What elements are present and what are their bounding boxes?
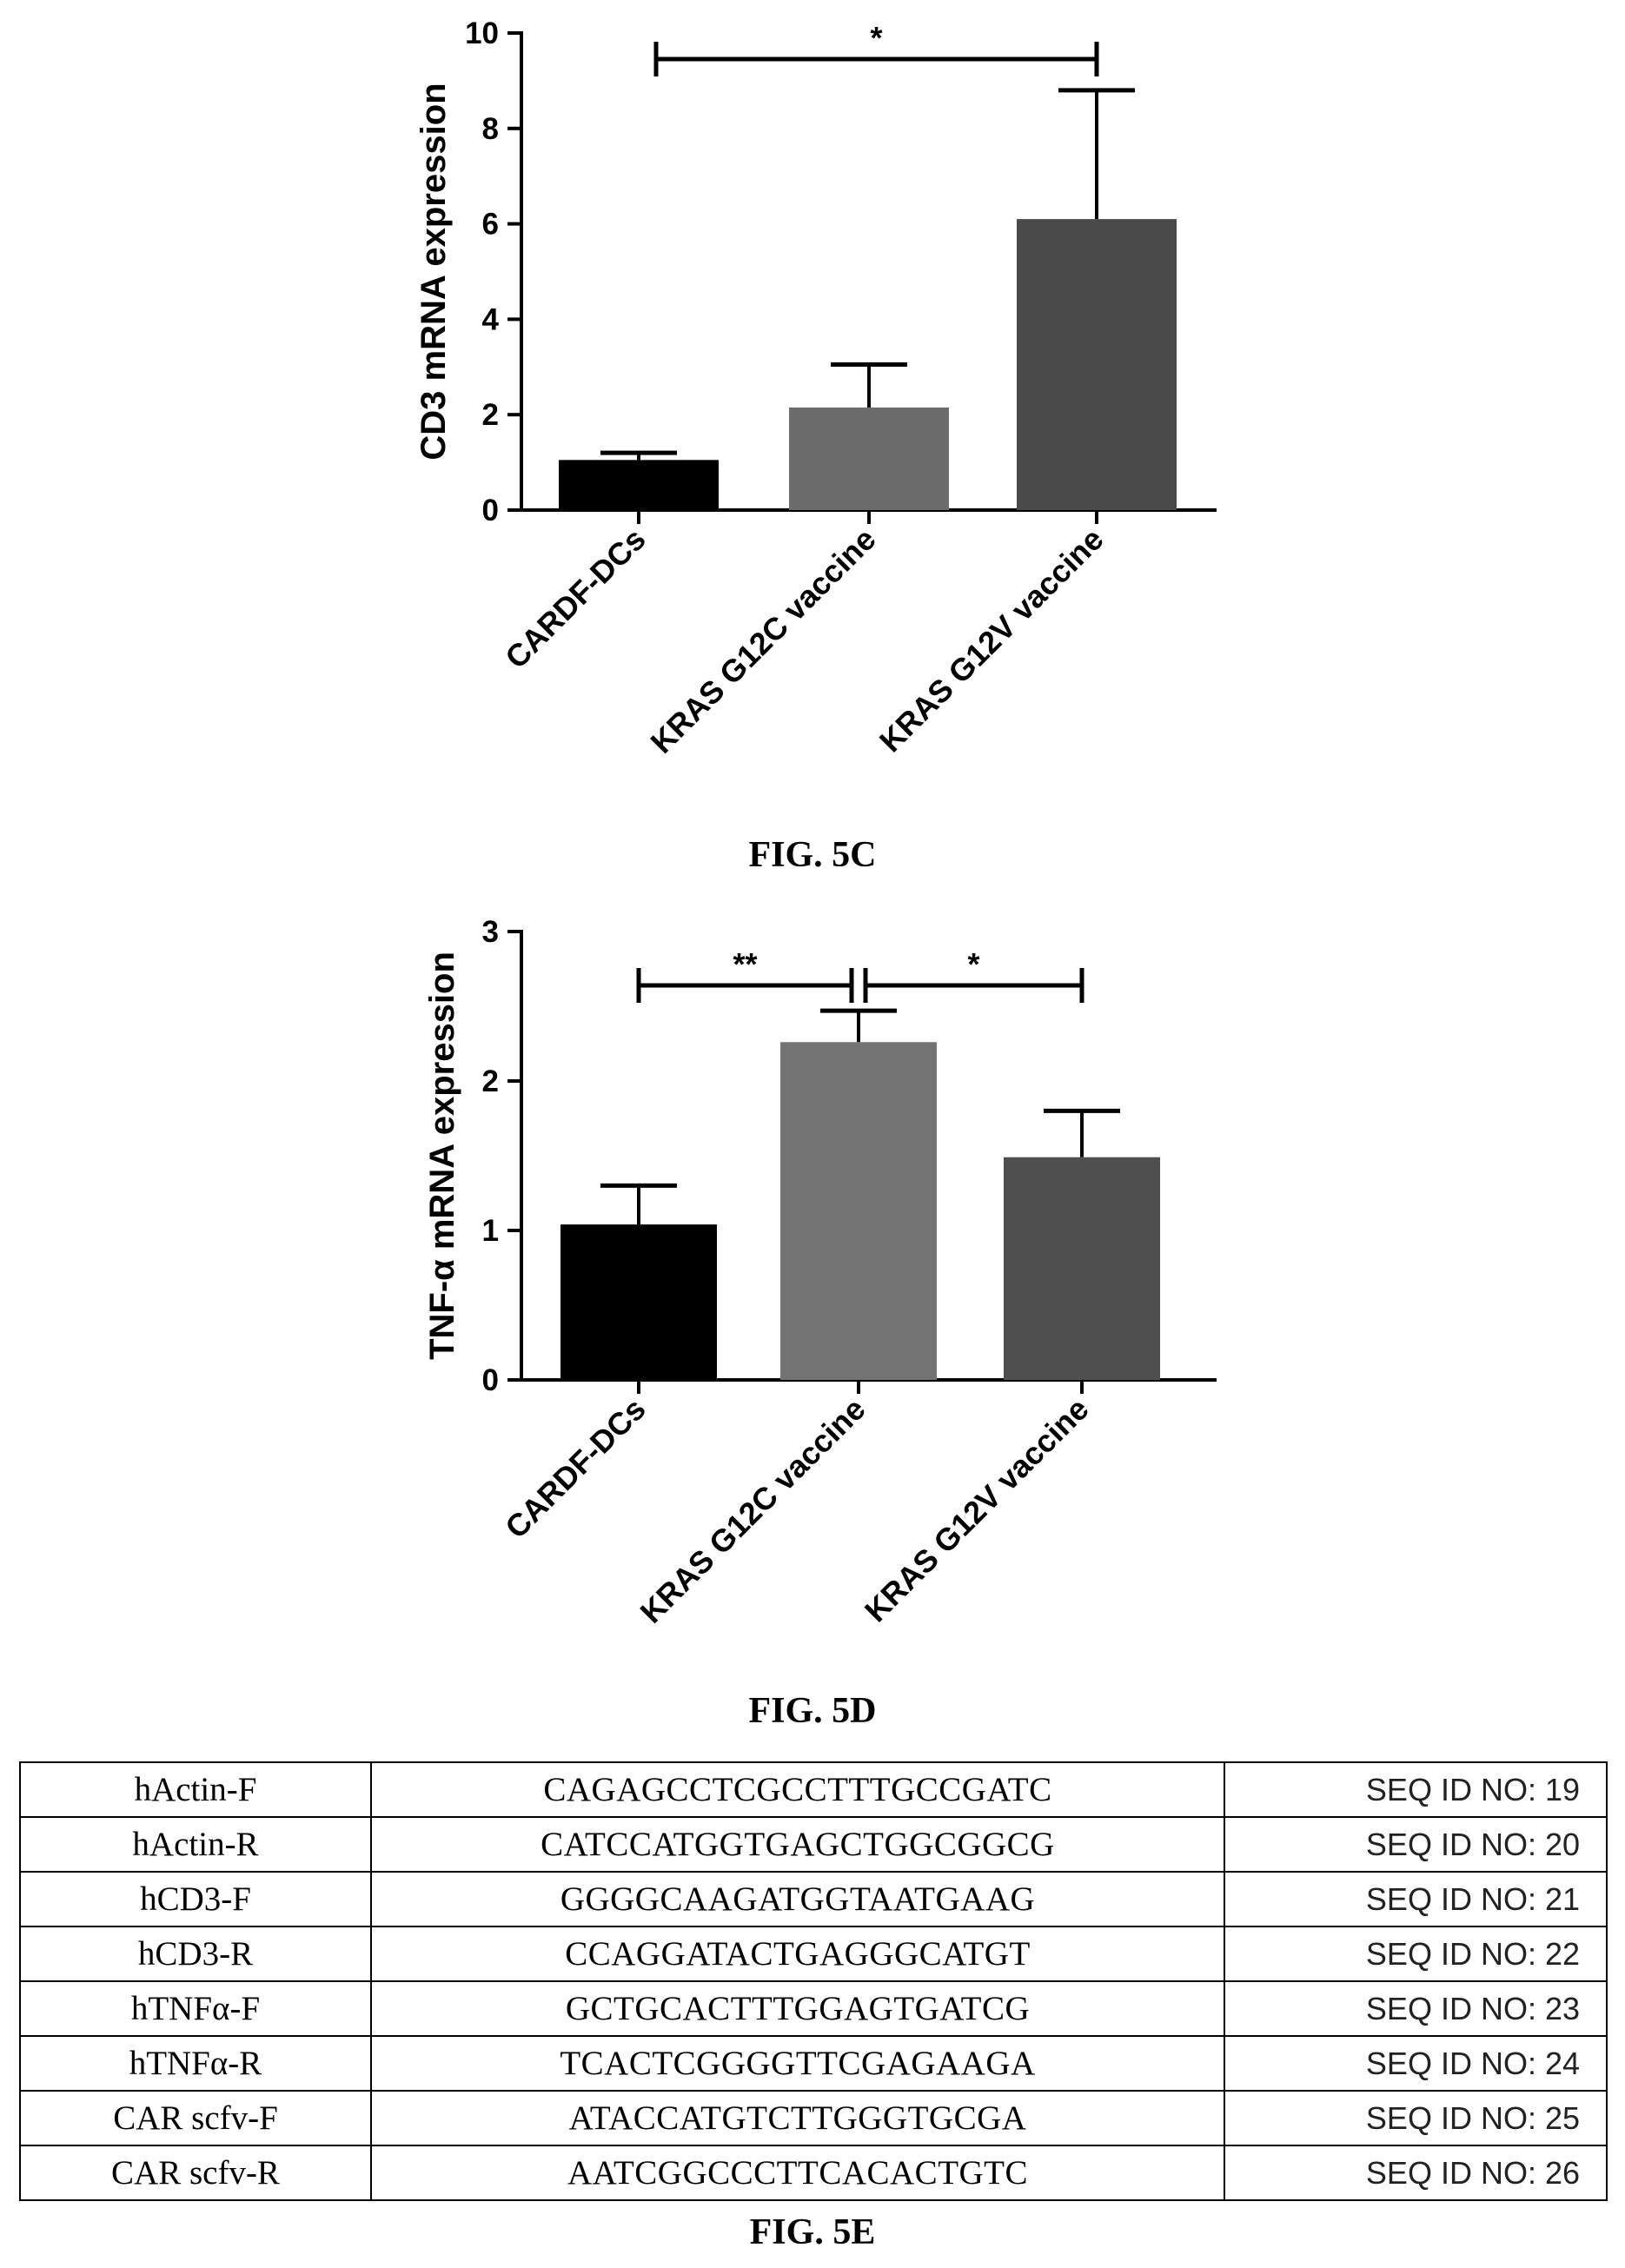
primer-name-cell: CAR scfv-F [19, 2090, 372, 2146]
primer-sequence-cell: CATCCATGGTGAGCTGGCGGCG [370, 1816, 1225, 1873]
y-tick-label: 6 [482, 208, 499, 242]
table-row: CAR scfv-R AATCGGCCCTTCACACTGTC SEQ ID NO:… [19, 2145, 1608, 2201]
bar [1004, 1157, 1160, 1380]
seq-id-cell: SEQ ID NO: 19 [1224, 1761, 1608, 1818]
seq-id-cell: SEQ ID NO: 25 [1224, 2090, 1608, 2146]
primer-name-cell: hActin-F [19, 1761, 372, 1818]
primer-sequence-cell: TCACTCGGGGTTCGAGAAGA [370, 2035, 1225, 2092]
y-tick-label: 2 [482, 1064, 499, 1098]
y-tick-label: 10 [465, 17, 499, 50]
seq-id-cell: SEQ ID NO: 23 [1224, 1980, 1608, 2037]
significance-marker: * [967, 946, 979, 982]
significance-marker: ** [733, 946, 757, 982]
seq-id-cell: SEQ ID NO: 22 [1224, 1926, 1608, 1982]
figure-caption-5c: FIG. 5C [748, 835, 877, 875]
primer-sequence-cell: GCTGCACTTTGGAGTGATCG [370, 1980, 1225, 2037]
bar [560, 1224, 717, 1380]
y-tick-label: 2 [482, 398, 499, 432]
x-tick-label: KRAS G12V vaccine [858, 1391, 1096, 1629]
table-row: hCD3-F GGGGCAAGATGGTAATGAAG SEQ ID NO: 21 [19, 1871, 1608, 1927]
bar [780, 1042, 937, 1380]
primer-name-cell: hActin-R [19, 1816, 372, 1873]
seq-id-cell: SEQ ID NO: 24 [1224, 2035, 1608, 2092]
primer-name-cell: hCD3-F [19, 1871, 372, 1927]
primer-name-cell: hCD3-R [19, 1926, 372, 1982]
x-tick-label: KRAS G12C vaccine [643, 521, 882, 760]
bar [559, 460, 719, 510]
y-tick-label: 0 [482, 494, 499, 527]
seq-id-cell: SEQ ID NO: 21 [1224, 1871, 1608, 1927]
primer-name-cell: hTNFα-R [19, 2035, 372, 2092]
y-tick-label: 1 [482, 1214, 499, 1248]
primer-table: hActin-F CAGAGCCTCGCCTTTGCCGATC SEQ ID NO:… [19, 1761, 1608, 2201]
x-tick-label: KRAS G12C vaccine [633, 1391, 872, 1630]
significance-marker: * [870, 20, 882, 56]
figure-caption-5e: FIG. 5E [749, 2212, 876, 2252]
y-axis-title: CD3 mRNA expression [415, 83, 453, 460]
table-row: hTNFα-F GCTGCACTTTGGAGTGATCG SEQ ID NO: 23 [19, 1980, 1608, 2037]
primer-sequence-cell: GGGGCAAGATGGTAATGAAG [370, 1871, 1225, 1927]
primer-sequence-cell: ATACCATGTCTTGGGTGCGA [370, 2090, 1225, 2146]
primer-name-cell: CAR scfv-R [19, 2145, 372, 2201]
primer-sequence-cell: CAGAGCCTCGCCTTTGCCGATC [370, 1761, 1225, 1818]
primer-name-cell: hTNFα-F [19, 1980, 372, 2037]
table-row: hCD3-R CCAGGATACTGAGGGCATGT SEQ ID NO: 22 [19, 1926, 1608, 1982]
figure-caption-5d: FIG. 5D [748, 1691, 877, 1731]
seq-id-cell: SEQ ID NO: 20 [1224, 1816, 1608, 1873]
table-row: hActin-F CAGAGCCTCGCCTTTGCCGATC SEQ ID NO:… [19, 1761, 1608, 1818]
primer-sequence-cell: AATCGGCCCTTCACACTGTC [370, 2145, 1225, 2201]
seq-id-cell: SEQ ID NO: 26 [1224, 2145, 1608, 2201]
bar [789, 407, 949, 510]
x-tick-label: CARDF-DCs [498, 1391, 652, 1545]
table-row: CAR scfv-F ATACCATGTCTTGGGTGCGA SEQ ID NO:… [19, 2090, 1608, 2146]
x-tick-label: KRAS G12V vaccine [872, 521, 1111, 759]
y-tick-label: 0 [482, 1363, 499, 1397]
y-tick-label: 8 [482, 112, 499, 146]
primer-sequence-cell: CCAGGATACTGAGGGCATGT [370, 1926, 1225, 1982]
table-row: hActin-R CATCCATGGTGAGCTGGCGGCG SEQ ID NO:… [19, 1816, 1608, 1873]
y-tick-label: 4 [482, 302, 500, 336]
bar [1017, 219, 1177, 511]
y-axis-title: TNF-α mRNA expression [423, 952, 461, 1360]
table-row: hTNFα-R TCACTCGGGGTTCGAGAAGA SEQ ID NO: 24 [19, 2035, 1608, 2092]
x-tick-label: CARDF-DCs [498, 521, 652, 675]
y-tick-label: 3 [482, 915, 499, 949]
